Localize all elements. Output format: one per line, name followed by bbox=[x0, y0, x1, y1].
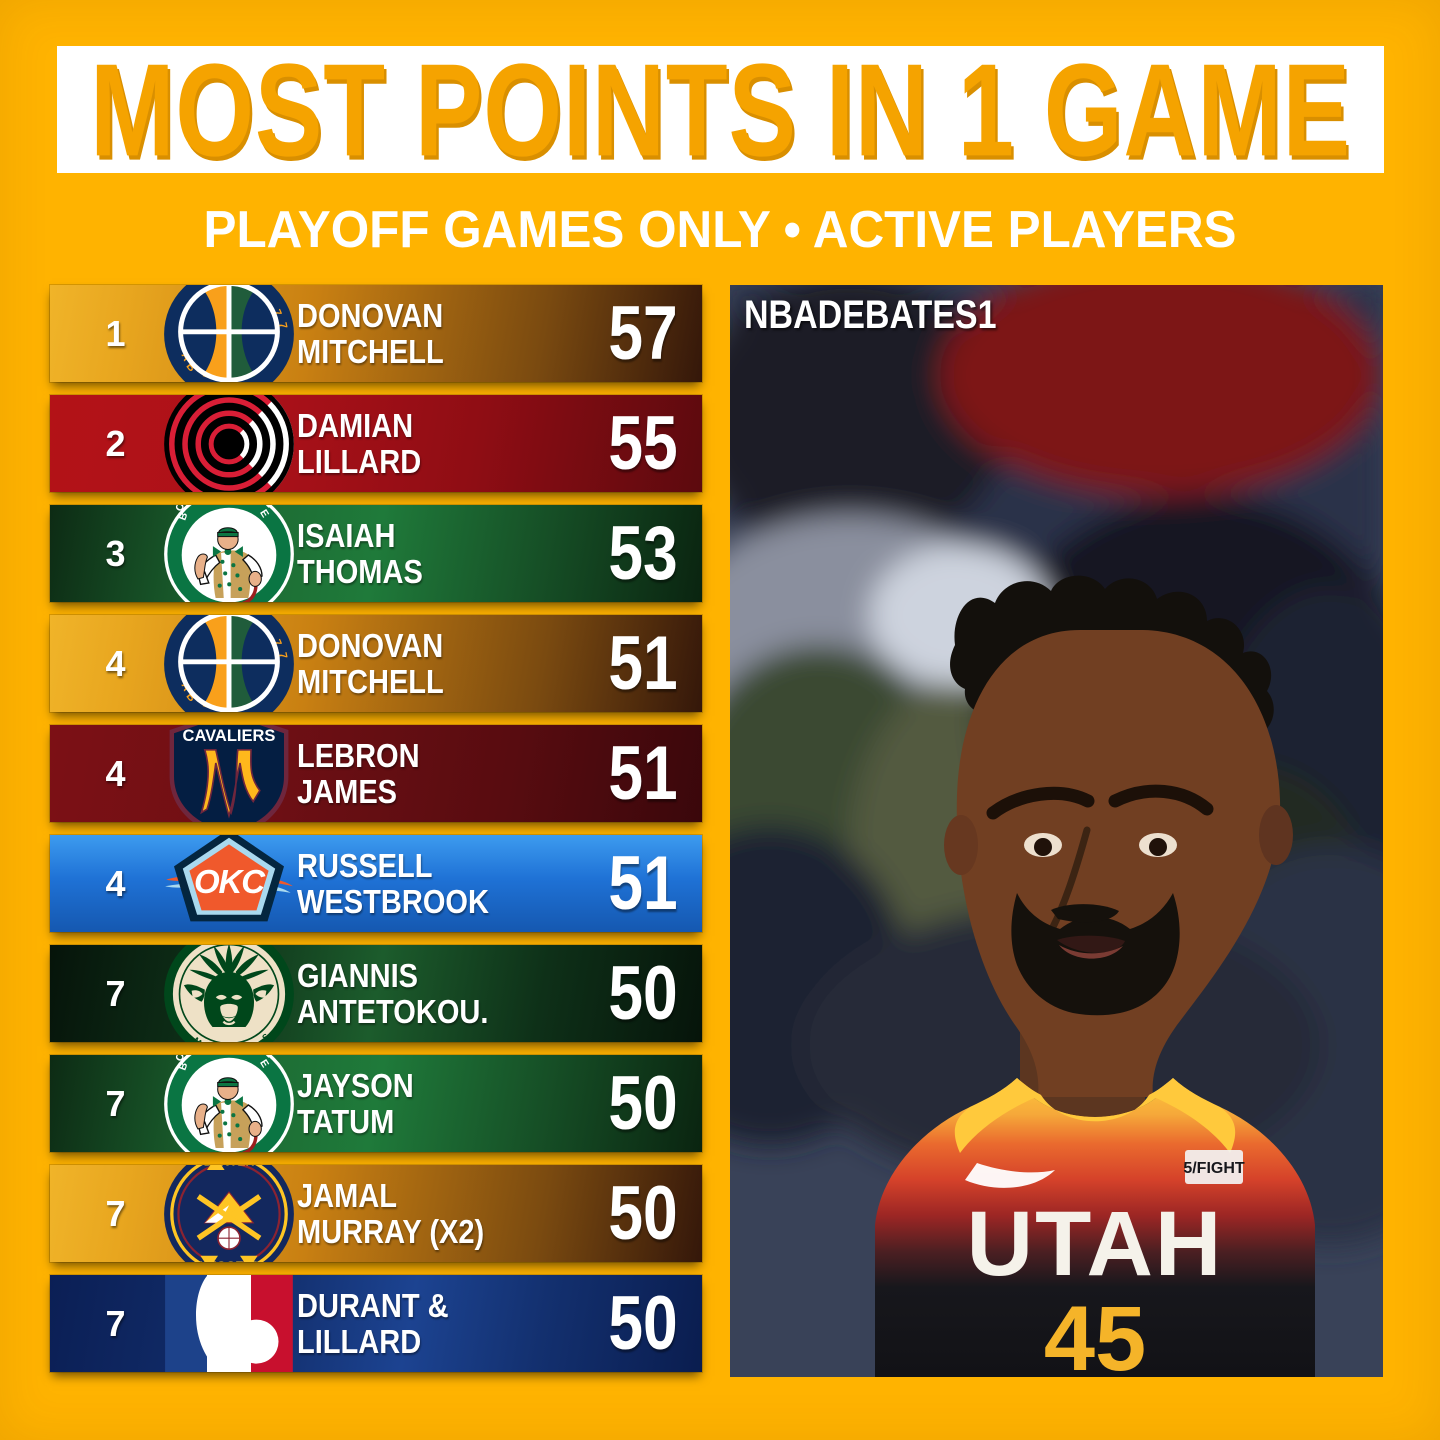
svg-text:UTAH: UTAH bbox=[967, 1193, 1224, 1295]
svg-text:5/FIGHT: 5/FIGHT bbox=[1183, 1160, 1245, 1177]
svg-text:45: 45 bbox=[1044, 1288, 1146, 1377]
